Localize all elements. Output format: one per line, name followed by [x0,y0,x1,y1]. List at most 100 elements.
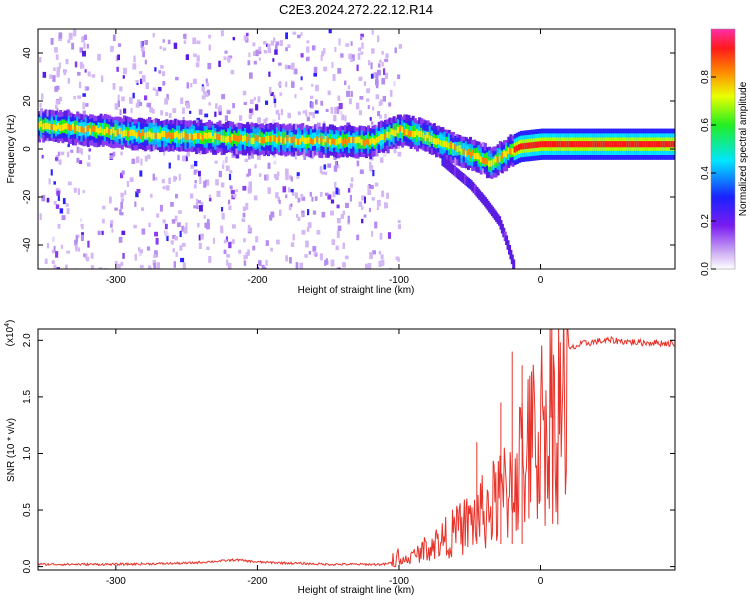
spectrogram-cell [82,110,86,115]
spectrogram-cell [335,187,339,195]
spectrogram-cell [135,103,140,108]
spectrogram-cell [596,141,600,148]
spectrogram-cell [313,66,318,74]
spectrogram-cell [310,102,314,109]
spectrogram-cell [121,96,125,102]
spectrogram-cell [119,86,123,92]
spectrogram-cell [309,191,312,197]
spectrogram-cell [109,196,112,204]
spectrogram-cell [257,96,261,103]
spectrogram-cell [169,132,173,139]
spectrogram-cell [326,137,330,144]
spectrogram-cell [573,141,577,148]
spectrogram-cell [378,101,382,106]
spectrogram-cell [598,141,602,148]
spectrogram-cell [275,137,279,144]
spectrogram-cell [56,66,60,73]
spectrogram-cell [229,185,233,190]
spectrogram-cell [216,190,221,197]
spectrogram-cell [232,37,236,41]
spectrogram-cell [266,43,269,47]
spectrogram-cell [297,34,301,39]
spectrogram-cell [165,132,169,139]
spectrogram-cell [170,240,174,245]
spectrogram-cell [120,261,124,267]
spectrogram-cell [522,143,526,150]
spectrogram-cell [55,204,60,209]
spectrogram-cell [214,160,218,164]
spectrogram-cell [273,94,276,99]
spectrogram-cell [389,90,393,97]
spectrogram-cell [55,54,59,60]
spectrogram-cell [383,150,387,157]
spectrogram-cell [288,175,292,180]
spectrogram-cell [82,50,86,57]
spectrogram-cell [74,61,78,68]
spectrogram-cell [358,201,363,207]
spectrogram-cell [333,139,337,146]
spectrogram-cell [97,53,101,61]
spectrogram-cell [464,150,468,157]
spectrogram-cell [315,84,319,92]
colorbar-tick-label: 0.2 [700,214,711,228]
spectrogram-cell [256,135,260,142]
spectrogram-cell [524,142,528,150]
spectrogram-cell [581,141,585,148]
spectrogram-cell [617,141,621,148]
spectrogram-cell [259,173,262,177]
spectrogram-cell [178,210,182,214]
spectrogram-cell [55,100,60,105]
y-tick-label: 40 [22,47,33,59]
spectrogram-cell [549,141,553,148]
spectrogram-cell [647,141,651,148]
spectrogram-cell [340,110,343,116]
spectrogram-cell [146,132,150,139]
spectrogram-cell [55,125,58,132]
spectrogram-cell [393,146,397,154]
spectrogram-cell [320,100,324,106]
spectrogram-cell [154,132,158,139]
spectrogram-cell [133,224,137,229]
spectrogram-cell [152,173,155,181]
spectrogram-cell [257,51,262,55]
spectrogram-cell [363,214,367,218]
spectrogram-cell [256,266,259,269]
spectrogram-cell [380,254,384,260]
spectrogram-cell [294,192,298,199]
spectrogram-cell [195,62,200,68]
spectrogram-cell [137,130,141,137]
spectrogram-cell [312,45,316,51]
spectrogram-cell [57,195,60,201]
spectrogram-cell [327,90,331,96]
spectrogram-cell [274,49,278,55]
spectrogram-cell [243,35,248,41]
spectrogram-cell [59,96,63,102]
spectrogram-cell [152,87,156,91]
x-tick-label: -200 [247,576,267,587]
spectrogram-cell [294,94,297,99]
spectrogram-cell [490,160,494,167]
spectrogram-cell [61,215,66,220]
spectrogram-cell [250,137,254,144]
spectrogram-cell [204,113,209,118]
spectrogram-cell [297,138,300,145]
spectrogram-cell [52,75,56,82]
spectrogram-cell [246,136,250,143]
spectrogram-cell [193,205,197,209]
spectrogram-cell [292,135,296,143]
spectrogram-cell [285,194,288,199]
spectrogram-cell [140,47,145,52]
spectrogram-cell [350,137,354,144]
spectrogram-cell [175,251,178,257]
snr-exponent-label: (x104) [4,320,16,347]
spectrogram-cell [277,196,280,203]
spectrogram-cell [284,64,288,70]
spectrogram-cell [147,265,152,269]
spectrogram-cell [65,203,69,207]
spectrogram-cell [311,139,315,146]
spectrogram-cell [272,58,275,62]
spectrogram-cell [228,241,232,249]
spectrogram-cell [59,124,63,132]
spectrogram-cell [319,253,323,261]
spectrogram-cell [307,137,311,144]
